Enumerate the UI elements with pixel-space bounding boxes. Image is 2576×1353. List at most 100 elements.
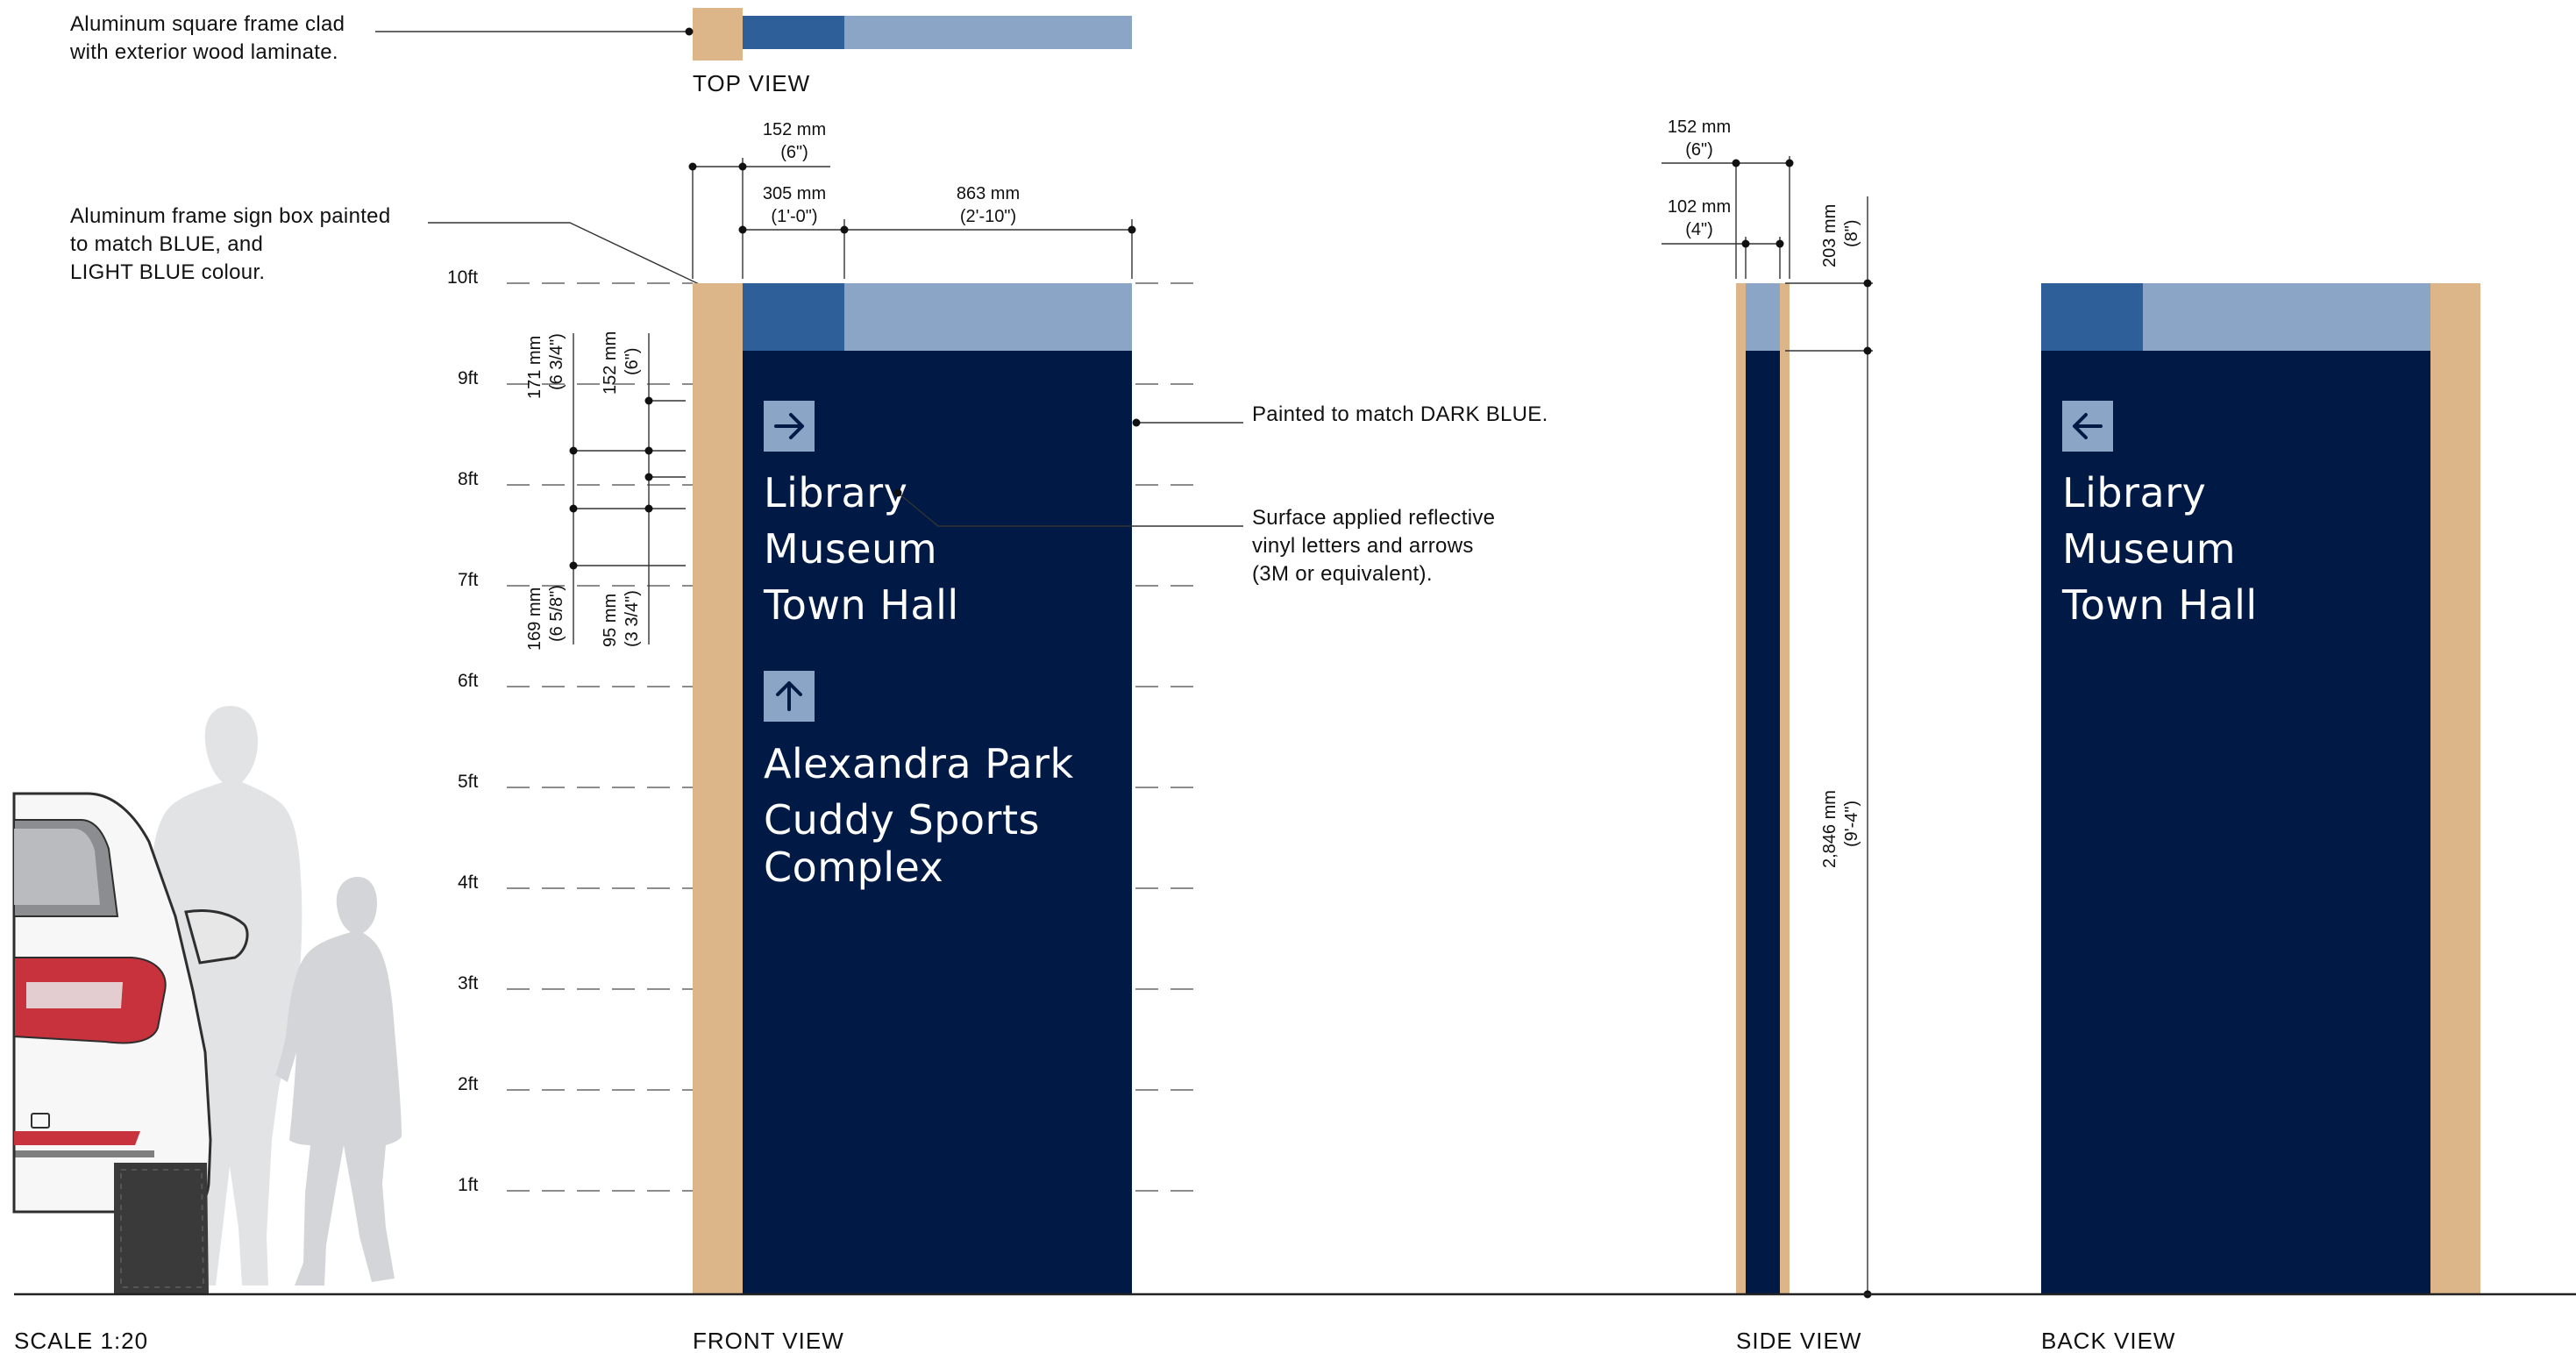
car-rear — [12, 792, 249, 1294]
dim-blue-width-imperial: (1'-0") — [771, 207, 817, 226]
top-view-wood-post — [693, 8, 743, 61]
note-vinyl-line1: Surface applied reflective — [1252, 506, 1495, 530]
height-mark-4ft: 4ft — [458, 872, 1206, 893]
dim-side-box-imperial: (4") — [1685, 220, 1713, 239]
dim-left-b: 152 mm — [601, 331, 620, 395]
dim-left-c: 169 mm — [525, 587, 544, 651]
side-wood-right — [1780, 283, 1790, 1294]
front-destination: Library — [764, 469, 907, 516]
side-light-band — [1746, 283, 1780, 351]
dim-side-total-imperial: (6") — [1685, 140, 1713, 160]
front-view: Library Museum Town Hall Alexandra Park … — [693, 283, 1132, 1353]
dim-light-width: 863 mm — [957, 184, 1020, 203]
height-mark-3ft: 3ft — [458, 973, 1206, 993]
dim-light-width-imperial: (2'-10") — [960, 207, 1016, 226]
height-label: 1ft — [458, 1175, 479, 1195]
front-view-label: FRONT VIEW — [693, 1328, 844, 1353]
front-destination: Town Hall — [763, 581, 959, 629]
dim-side-box: 102 mm — [1668, 197, 1731, 217]
dim-left-c-imperial: (6 5/8") — [547, 585, 566, 642]
leader-line — [428, 222, 748, 308]
note-frame-clad-line1: Aluminum square frame clad — [70, 12, 345, 36]
back-destination: Museum — [2062, 525, 2236, 573]
note-vinyl-line2: vinyl letters and arrows — [1252, 534, 1474, 558]
front-destination: Complex — [764, 844, 943, 891]
height-mark-6ft: 6ft — [458, 671, 1206, 691]
top-view-label: TOP VIEW — [693, 70, 810, 96]
child-silhouette — [275, 877, 402, 1285]
height-lines: 10ft 9ft 8ft 7ft 6ft 5ft 4ft 3ft — [447, 267, 1206, 1195]
height-mark-1ft: 1ft — [458, 1175, 1206, 1195]
side-dimensions: 152 mm (6") 102 mm (4") 203 mm (8") 2,84… — [1662, 117, 1873, 1299]
front-destination: Alexandra Park — [764, 740, 1074, 787]
scale-figures — [12, 706, 402, 1294]
note-vinyl: Surface applied reflective vinyl letters… — [893, 488, 1495, 586]
note-vinyl-line3: (3M or equivalent). — [1252, 562, 1433, 586]
dim-band-height: 203 mm — [1820, 204, 1839, 267]
front-destination: Cuddy Sports — [764, 796, 1040, 844]
height-mark-8ft: 8ft — [458, 469, 1206, 489]
dim-post-width-imperial: (6") — [780, 143, 808, 162]
back-view: Library Museum Town Hall BACK VIEW — [2041, 283, 2480, 1353]
back-light-blue-band — [2143, 283, 2430, 351]
side-view-label: SIDE VIEW — [1736, 1328, 1861, 1353]
scale-label: SCALE 1:20 — [14, 1328, 148, 1353]
note-dark-blue: Painted to match DARK BLUE. — [1132, 402, 1548, 427]
back-destination: Library — [2062, 469, 2206, 516]
back-view-label: BACK VIEW — [2041, 1328, 2175, 1353]
height-mark-5ft: 5ft — [458, 772, 1206, 792]
dim-total-height: 2,846 mm — [1820, 790, 1839, 868]
arrow-up-icon — [764, 671, 815, 722]
side-wood-left — [1736, 283, 1746, 1294]
front-top-dimensions: 152 mm (6") 305 mm (1'-0") 863 mm (2'-10… — [688, 120, 1136, 279]
front-destination: Museum — [764, 525, 937, 573]
note-sign-box-line1: Aluminum frame sign box painted — [70, 204, 390, 228]
top-view: TOP VIEW — [693, 8, 1132, 96]
note-sign-box-line3: LIGHT BLUE colour. — [70, 260, 265, 284]
height-label: 10ft — [447, 267, 478, 288]
top-view-blue-box — [743, 16, 844, 49]
back-dark-blue-panel — [2041, 351, 2430, 1294]
height-label: 6ft — [458, 671, 479, 691]
height-label: 2ft — [458, 1074, 479, 1094]
back-destination: Town Hall — [2061, 581, 2258, 629]
height-mark-9ft: 9ft — [458, 368, 1206, 388]
note-sign-box-line2: to match BLUE, and — [70, 232, 263, 256]
dim-left-b-imperial: (6") — [623, 347, 642, 375]
dim-left-a: 171 mm — [525, 336, 544, 399]
leader-dot — [685, 27, 694, 36]
dim-left-d: 95 mm — [601, 594, 620, 647]
note-frame-clad-line2: with exterior wood laminate. — [69, 40, 338, 64]
dim-total-height-imperial: (9'-4") — [1842, 801, 1861, 847]
arrow-right-icon — [764, 401, 815, 452]
dim-side-total: 152 mm — [1668, 117, 1731, 137]
height-mark-10ft: 10ft — [447, 267, 1206, 288]
front-wood-post — [693, 283, 743, 1294]
note-frame-clad: Aluminum square frame clad with exterior… — [69, 12, 694, 64]
dim-post-width: 152 mm — [763, 120, 826, 139]
arrow-left-icon — [2062, 401, 2113, 452]
height-label: 5ft — [458, 772, 479, 792]
side-view: SIDE VIEW — [1736, 283, 1861, 1353]
top-view-light-blue-box — [844, 16, 1132, 49]
back-wood-post — [2430, 283, 2480, 1294]
height-label: 8ft — [458, 469, 479, 489]
height-label: 9ft — [458, 368, 479, 388]
height-label: 4ft — [458, 872, 479, 893]
side-dark-panel — [1746, 351, 1780, 1294]
front-dark-blue-panel — [743, 351, 1132, 1294]
height-label: 3ft — [458, 973, 479, 993]
note-dark-blue-text: Painted to match DARK BLUE. — [1252, 402, 1548, 426]
height-mark-7ft: 7ft — [458, 570, 1206, 590]
dim-left-d-imperial: (3 3/4") — [623, 590, 642, 647]
left-vertical-dimensions: 171 mm (6 3/4") 152 mm (6") 169 mm (6 5/… — [525, 331, 686, 651]
front-light-blue-band — [844, 283, 1132, 351]
dim-blue-width: 305 mm — [763, 184, 826, 203]
dim-band-height-imperial: (8") — [1842, 219, 1861, 247]
height-label: 7ft — [458, 570, 479, 590]
front-blue-band — [743, 283, 844, 351]
height-mark-2ft: 2ft — [458, 1074, 1206, 1094]
note-sign-box: Aluminum frame sign box painted to match… — [70, 204, 751, 311]
dim-left-a-imperial: (6 3/4") — [547, 333, 566, 390]
